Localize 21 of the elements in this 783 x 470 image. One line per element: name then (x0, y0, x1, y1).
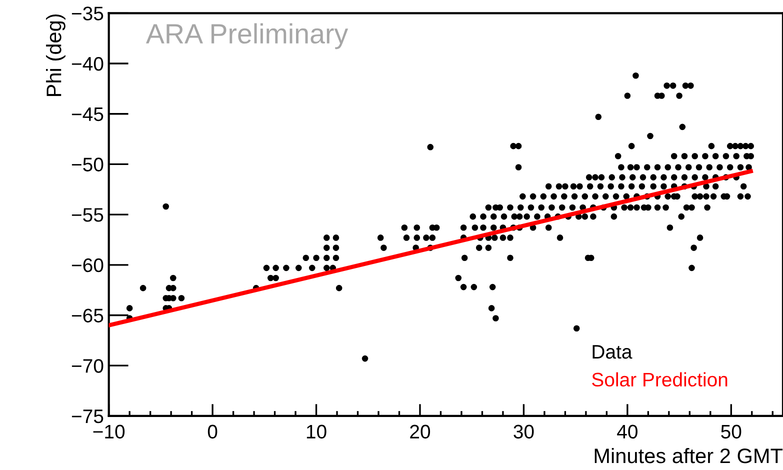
x-tick-label: 20 (410, 424, 430, 439)
y-axis-title: Phi (deg) (46, 14, 66, 96)
annotation: ARA Preliminary (146, 23, 348, 50)
x-axis-title: Minutes after 2 GMT (594, 448, 783, 464)
x-tick-label: 0 (208, 424, 218, 439)
y-tick-label: −50 (72, 158, 104, 172)
x-tick-label: 10 (306, 424, 326, 439)
y-tick-label: −60 (72, 258, 104, 272)
y-tick-label: −55 (72, 208, 104, 222)
y-tick-label: −45 (72, 108, 104, 122)
y-tick-label: −70 (72, 359, 104, 373)
y-tick-label: −65 (72, 308, 104, 322)
x-tick-label: −10 (93, 424, 125, 439)
x-tick-label: 30 (514, 424, 534, 439)
y-tick-label: −35 (72, 6, 104, 20)
x-tick-label: 40 (617, 424, 638, 439)
y-tick-label: −40 (72, 56, 104, 71)
x-tick-label: 50 (721, 424, 742, 439)
series-label: Data (592, 345, 632, 359)
text: Solar Prediction (592, 372, 728, 387)
y-tick-label: −75 (72, 410, 104, 424)
